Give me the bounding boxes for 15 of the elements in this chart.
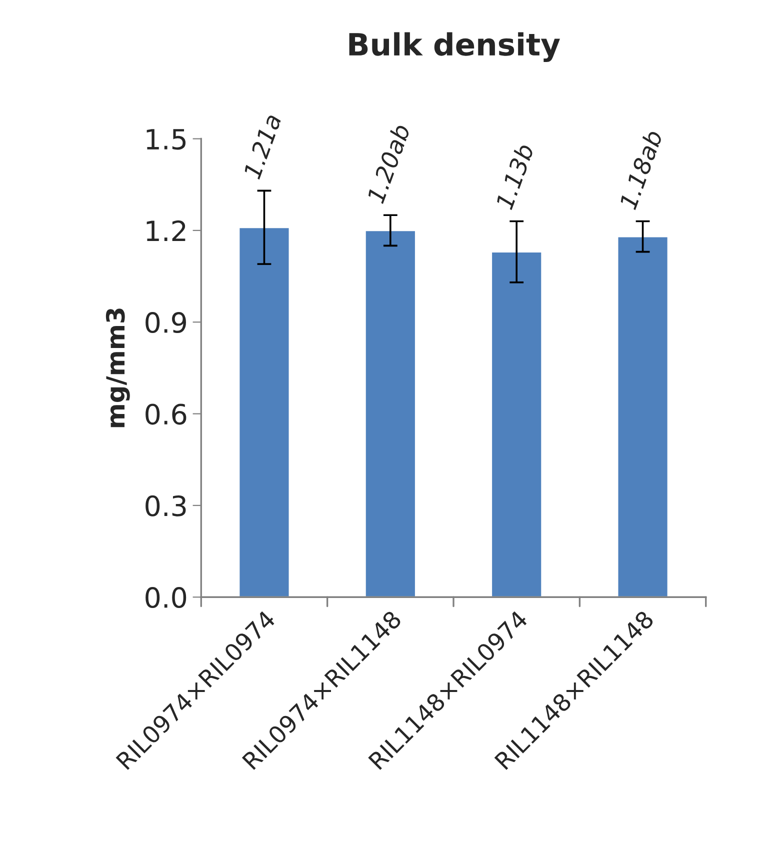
y-axis-title: mg/mm3	[106, 308, 130, 428]
data-label: 1.20ab	[366, 122, 410, 204]
y-tick-label: 0.3	[146, 495, 186, 516]
bar	[364, 230, 416, 598]
bar	[238, 226, 290, 598]
bar	[616, 236, 669, 598]
data-label: 1.13b	[494, 142, 534, 210]
chart-title: Bulk density	[349, 32, 560, 62]
y-tick-label: 0.9	[146, 312, 186, 334]
data-label: 1.21a	[242, 113, 282, 180]
bar	[490, 251, 543, 598]
y-tick-label: 0.6	[146, 404, 186, 425]
y-tick-label: 0.0	[146, 587, 186, 608]
y-tick-label: 1.5	[146, 129, 186, 150]
y-tick-label: 1.2	[146, 220, 186, 241]
